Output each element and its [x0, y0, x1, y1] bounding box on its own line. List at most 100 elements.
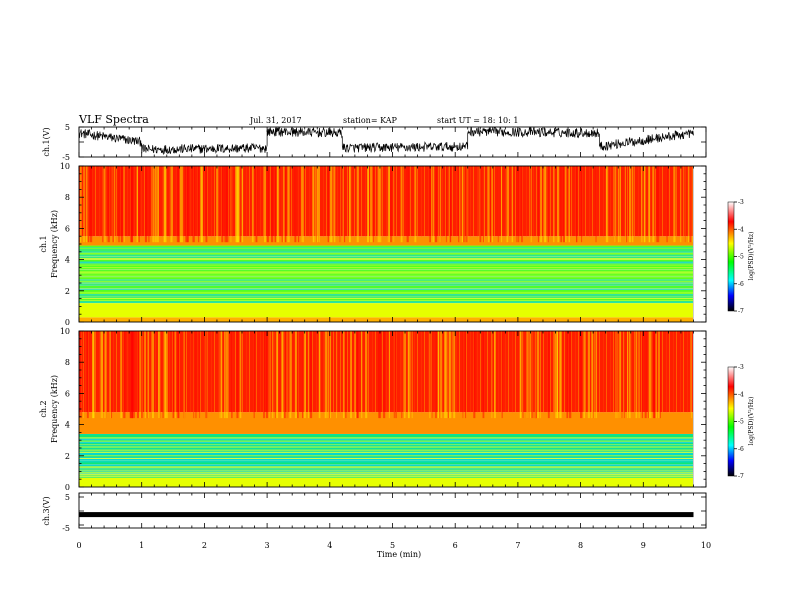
emission-streak	[434, 166, 438, 243]
emission-streak	[448, 331, 451, 419]
spectral-line	[79, 250, 694, 252]
emission-streak	[388, 331, 390, 419]
spectral-line	[79, 474, 694, 476]
y-tick-label: 10	[60, 162, 70, 171]
emission-streak	[138, 166, 140, 243]
emission-streak	[344, 166, 346, 243]
emission-streak	[553, 331, 555, 419]
emission-streak	[437, 331, 439, 419]
emission-streak	[112, 166, 115, 243]
y-tick-label: 4	[65, 421, 70, 430]
emission-streak	[350, 331, 352, 419]
spectral-line	[79, 466, 694, 468]
x-tick-label: 7	[515, 541, 520, 550]
emission-streak	[439, 331, 443, 419]
spectral-line	[79, 449, 694, 451]
emission-streak	[559, 331, 561, 419]
spectral-line	[79, 293, 694, 295]
emission-streak	[120, 166, 123, 243]
emission-streak	[463, 166, 465, 243]
emission-streak	[464, 166, 466, 243]
emission-streak	[165, 331, 168, 419]
spectral-line	[79, 262, 694, 264]
emission-streak	[192, 166, 195, 243]
spectral-line	[79, 296, 694, 298]
emission-streak	[450, 331, 452, 419]
emission-streak	[691, 166, 693, 243]
emission-streak	[605, 166, 609, 243]
spectral-line	[79, 283, 694, 285]
emission-streak	[569, 331, 572, 419]
emission-streak	[342, 331, 345, 419]
emission-streak	[79, 331, 81, 419]
emission-streak	[623, 331, 625, 419]
spectral-line	[79, 269, 694, 271]
emission-streak	[680, 166, 682, 243]
ch3-waveform-line	[79, 512, 694, 518]
colorbar-tick-label: -4	[738, 391, 744, 398]
emission-streak	[537, 166, 539, 243]
ch2-colorbar-ticks: -3 -4 -5 -6 -7	[734, 364, 744, 480]
emission-streak	[315, 166, 317, 243]
emission-streak	[180, 166, 184, 243]
emission-streak	[312, 166, 314, 243]
emission-streak	[107, 166, 110, 243]
spectral-line	[79, 296, 694, 298]
spectral-line	[79, 467, 694, 469]
emission-streak	[653, 331, 655, 419]
emission-streak	[239, 166, 242, 243]
emission-streak	[521, 166, 523, 243]
emission-streak	[255, 166, 258, 243]
emission-streak	[501, 331, 503, 419]
spectral-line	[79, 460, 694, 462]
emission-streak	[231, 331, 233, 419]
spectral-line	[79, 458, 694, 459]
emission-streak	[221, 166, 224, 243]
emission-streak	[201, 166, 203, 243]
emission-streak	[501, 166, 503, 243]
header-station: station= KAP	[343, 116, 398, 125]
emission-streak	[124, 166, 125, 243]
spectral-line	[79, 469, 694, 471]
spectral-line	[79, 272, 694, 273]
emission-streak	[301, 166, 304, 243]
emission-streak	[407, 331, 410, 419]
emission-streak	[345, 331, 347, 419]
emission-streak	[316, 166, 318, 243]
emission-streak	[687, 166, 690, 243]
emission-streak	[395, 331, 397, 419]
spectral-line	[79, 448, 694, 450]
spectral-line	[79, 264, 694, 266]
x-tick-label: 1	[139, 541, 144, 550]
ch2-spectrogram-ylabel: Frequency (kHz)	[50, 375, 59, 443]
emission-streak	[287, 166, 290, 243]
emission-streak	[297, 166, 300, 243]
ch1-spectrogram-channel-label: ch.1	[39, 235, 48, 252]
ch2-spectrogram-panel: 0 2 4 6 8 10 ch.2 Frequency (kHz)	[39, 327, 707, 492]
emission-streak	[271, 166, 274, 243]
spectral-line	[79, 461, 694, 463]
emission-streak	[530, 331, 532, 419]
emission-streak	[435, 331, 437, 419]
spectral-line	[79, 472, 694, 474]
emission-streak	[367, 166, 369, 243]
emission-streak	[581, 166, 583, 243]
ch2-spectrogram-channel-label: ch.2	[39, 400, 48, 417]
emission-streak	[644, 166, 646, 243]
emission-streak	[294, 166, 297, 243]
emission-streak	[156, 166, 159, 243]
spectral-line	[79, 437, 694, 438]
emission-streak	[152, 166, 155, 243]
x-tick-label: 5	[390, 541, 395, 550]
ch2-spectrogram-ticks	[78, 330, 707, 488]
emission-streak	[275, 331, 277, 419]
emission-streak	[625, 166, 627, 243]
emission-streak	[283, 331, 286, 419]
emission-streak	[379, 331, 381, 419]
emission-streak	[356, 166, 359, 243]
emission-streak	[174, 331, 176, 419]
emission-streak	[643, 166, 645, 243]
emission-streak	[491, 331, 493, 419]
y-tick-label: 0	[65, 318, 70, 327]
emission-streak	[356, 331, 358, 419]
